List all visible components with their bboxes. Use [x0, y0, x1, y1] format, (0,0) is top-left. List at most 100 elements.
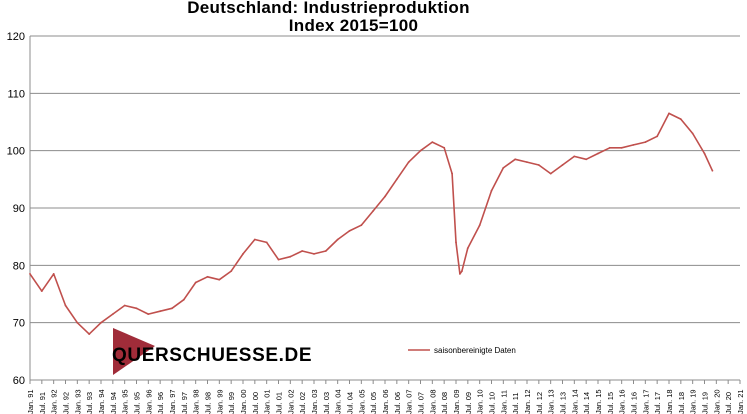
data-point: [461, 270, 463, 272]
data-point: [597, 152, 599, 155]
data-point: [289, 255, 292, 258]
y-tick-label: 70: [13, 318, 25, 330]
x-tick-label: Jul. 15: [606, 392, 615, 414]
x-tick-label: Jan. 96: [144, 389, 153, 414]
x-tick-label: Jul. 13: [559, 392, 568, 414]
data-point: [159, 310, 162, 313]
x-tick-label: Jul. 00: [251, 392, 260, 414]
legend-label: saisonbereinigte Daten: [434, 346, 516, 355]
x-tick-label: Jan. 11: [499, 390, 508, 414]
data-point: [608, 146, 611, 149]
x-tick-label: Jul. 92: [62, 392, 71, 414]
data-point: [182, 298, 185, 301]
data-point: [324, 250, 327, 252]
x-tick-label: Jan. 92: [50, 389, 59, 414]
series-layer: [29, 112, 714, 335]
data-point: [313, 253, 315, 255]
gridlines: [30, 35, 740, 381]
x-tick-label: Jul. 14: [582, 392, 591, 414]
data-point: [459, 273, 461, 275]
data-point: [336, 238, 339, 241]
x-tick-label: Jan. 18: [665, 389, 674, 414]
x-tick-label: Jul. 01: [275, 392, 284, 414]
data-point: [644, 141, 647, 144]
data-point: [348, 230, 351, 232]
x-tick-label: Jan. 01: [263, 389, 272, 414]
data-point: [632, 144, 635, 146]
data-point: [277, 258, 280, 261]
data-point: [451, 172, 453, 175]
y-tick-label: 60: [13, 375, 25, 387]
x-tick-label: Jul. 09: [464, 392, 473, 414]
data-point: [514, 158, 517, 161]
data-point: [443, 146, 446, 149]
data-point: [668, 112, 670, 115]
x-tick-label: Jan. 04: [334, 389, 343, 414]
data-point: [620, 146, 623, 149]
data-point: [502, 167, 505, 169]
data-point: [206, 275, 209, 278]
x-tick-label: Jan. 15: [594, 389, 603, 414]
data-point: [478, 224, 481, 227]
x-tick-label: Jul. 05: [369, 392, 378, 414]
x-tick-label: Jul. 16: [630, 392, 639, 414]
data-point: [691, 132, 694, 135]
data-point: [561, 164, 564, 166]
data-point: [585, 158, 588, 161]
x-tick-label: Jul. 02: [298, 392, 307, 414]
x-axis: Jan. 91 Jul. 91 Jan. 92 Jul. 92 Jan. 93 Jul. …: [26, 380, 745, 414]
data-point: [466, 247, 469, 250]
x-tick-label: Jan. 13: [547, 389, 556, 414]
data-point: [242, 253, 244, 255]
x-tick-label: Jul. 93: [85, 392, 94, 414]
x-tick-label: Jan. 93: [73, 389, 82, 414]
x-tick-label: Jul. 18: [677, 392, 686, 414]
x-tick-label: Jan. 91: [26, 389, 35, 414]
x-tick-label: Jul. 10: [488, 392, 497, 414]
x-tick-label: Jul. 12: [535, 392, 544, 414]
data-point: [360, 224, 363, 227]
data-point: [679, 118, 682, 120]
data-point: [135, 307, 138, 310]
x-tick-label: Jan. 09: [452, 389, 461, 414]
x-tick-label: Jan. 21: [736, 389, 745, 414]
y-tick-label: 80: [13, 260, 25, 272]
watermark-logo: QUERSCHUESSE.DE: [112, 328, 312, 375]
x-tick-label: Jan. 17: [641, 389, 650, 414]
x-tick-label: Jan. 03: [310, 389, 319, 414]
x-tick-label: Jul. 17: [653, 392, 662, 414]
watermark-shape: [113, 328, 155, 375]
data-point: [194, 281, 197, 284]
x-tick-label: Jan. 07: [405, 389, 414, 414]
x-tick-label: Jul. 99: [227, 392, 236, 414]
y-tick-label: 110: [7, 88, 25, 100]
data-point: [537, 164, 540, 166]
data-point: [230, 270, 233, 272]
x-tick-label: Jul. 19: [701, 392, 710, 414]
x-tick-label: Jul. 20: [724, 392, 733, 414]
y-tick-label: 100: [7, 146, 25, 158]
data-point: [384, 195, 386, 198]
y-tick-label: 90: [13, 203, 25, 215]
series-line: [29, 112, 714, 335]
data-point: [656, 135, 659, 138]
data-point: [52, 273, 55, 275]
x-tick-label: Jan. 97: [168, 389, 177, 414]
data-point: [123, 304, 126, 307]
data-point: [395, 178, 398, 181]
data-point: [253, 238, 256, 241]
x-tick-label: Jul. 06: [393, 392, 402, 414]
x-tick-label: Jan. 14: [570, 389, 579, 414]
x-tick-label: Jan. 05: [357, 389, 366, 414]
x-tick-label: Jul. 91: [38, 392, 47, 414]
x-tick-label: Jul. 11: [511, 392, 520, 414]
x-tick-label: Jul. 08: [440, 392, 449, 414]
data-point: [29, 273, 31, 275]
data-point: [703, 152, 706, 155]
x-tick-label: Jan. 20: [712, 389, 721, 414]
x-tick-label: Jan. 98: [192, 389, 201, 414]
data-point: [419, 149, 422, 152]
x-tick-label: Jan. 06: [381, 389, 390, 414]
x-tick-label: Jul. 96: [156, 392, 165, 414]
data-point: [76, 321, 79, 324]
